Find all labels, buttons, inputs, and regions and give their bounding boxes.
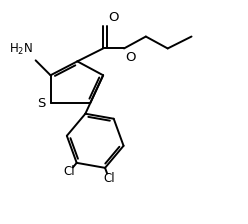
Text: S: S	[37, 97, 46, 110]
Text: O: O	[108, 11, 119, 24]
Text: O: O	[125, 52, 135, 65]
Text: H$_2$N: H$_2$N	[9, 42, 34, 57]
Text: Cl: Cl	[103, 172, 115, 185]
Text: Cl: Cl	[64, 165, 75, 178]
